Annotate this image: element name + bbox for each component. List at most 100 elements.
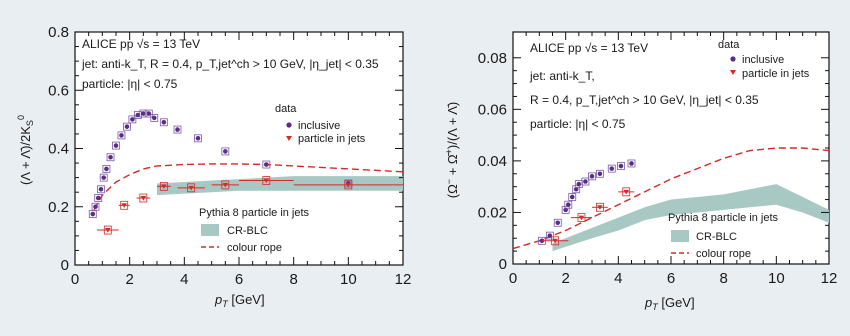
left-inclusive-syst-box [123,122,131,131]
left-inclusive-syst-box [221,147,230,156]
left-inclusive-point [195,136,201,141]
left-in-jets-syst-box [187,183,196,193]
right-inclusive-syst-box [572,185,581,194]
left-inclusive-syst-box [91,202,100,211]
left-inclusive-syst-box [150,114,159,122]
right-ann-1: ALICE pp √s = 13 TeV [530,41,648,55]
right-inclusive-point [576,181,582,187]
right-legend-data-title: data [718,39,740,51]
left-legend-in-jets-marker [286,136,292,141]
left-in-jets-point [105,228,111,233]
left-inclusive-point [101,175,106,180]
left-legend-inclusive: inclusive [298,120,340,132]
right-inclusive-point [555,220,561,226]
right-axis-ticks: 0 2 4 6 8 10 12 0 0.02 0.04 0.06 0.08 [478,32,837,287]
left-in-jets-syst-box [120,200,129,210]
left-in-jets-syst-box [159,181,168,191]
right-legend-inclusive-marker [730,56,736,62]
left-legend-inclusive-marker [286,122,292,128]
left-legend-mc-title: Pythia 8 particle in jets [199,207,310,219]
right-in-jets-syst-box [577,213,586,223]
right-inclusive-syst-box [627,159,636,168]
left-x-tick-label: 4 [180,271,188,288]
right-inclusive-point [583,179,588,184]
left-chart: 0 2 4 6 8 10 12 0 0.2 0.4 0.6 0.8 ALICE pp √s = 13 … [16,24,411,309]
left-legend-in-jets: particle in jets [298,133,366,145]
right-x-tick-label: 10 [768,270,785,287]
right-legend-rope: colour rope [696,248,751,260]
right-colour-rope-curve [512,147,830,250]
left-x-tick-label: 10 [340,271,357,288]
right-inclusive-syst-box [581,177,590,186]
left-in-jets-syst-box [262,176,271,185]
right-inclusive-syst-box [545,231,554,240]
right-legend-mc-title: Pythia 8 particle in jets [668,212,779,224]
left-x-tick-label: 0 [71,271,79,288]
left-inclusive-syst-box [94,194,103,202]
left-inclusive-point [124,124,130,129]
right-in-jets-syst-box [622,187,631,197]
left-y-tick-label: 0.8 [48,24,69,41]
left-inclusive-point [146,111,152,116]
left-inclusive-point [223,149,228,154]
right-y-tick-label: 0.02 [478,204,507,221]
left-y-tick-label: 0 [61,257,69,274]
left-x-tick-label: 6 [235,271,243,288]
right-y-tick-label: 0.04 [478,153,507,170]
right-x-tick-label: 2 [561,270,569,287]
right-data-points [538,159,636,246]
left-cr-blc-band-area [157,176,403,196]
left-inclusive-point [98,186,104,192]
right-inclusive-syst-box [564,200,573,209]
left-inclusive-syst-box [102,164,111,173]
left-ann-3: particle: |η| < 0.75 [82,77,178,91]
left-inclusive-syst-box [112,141,120,150]
left-inclusive-point [95,195,101,201]
right-inclusive-point [589,174,595,179]
left-in-jets-point [188,185,194,191]
left-colour-rope-curve [93,163,404,211]
left-inclusive-syst-box [262,160,271,169]
right-in-jets-point [597,205,603,210]
left-inclusive-point [90,211,96,217]
left-inclusive-point [113,143,119,148]
left-inclusive-syst-box [133,111,142,119]
right-colour-rope-line [512,147,830,250]
left-inclusive-syst-box [97,185,105,194]
right-inclusive-point [573,186,579,192]
left-y-tick-label: 0.6 [48,82,69,99]
left-x-tick-label: 2 [125,271,133,288]
right-inclusive-point [609,166,615,171]
right-chart: 0 2 4 6 8 10 12 0 0.02 0.04 0.06 0.08 ALICE pp √s =… [444,31,837,312]
right-y-tick-label: 0.08 [478,50,507,67]
right-in-jets-point [623,189,630,195]
left-inclusive-syst-box [194,134,202,143]
left-legend-cr-blc: CR-BLC [227,225,268,237]
right-x-tick-label: 8 [719,270,727,287]
right-inclusive-point [566,202,571,208]
right-cr-blc-band [552,184,829,252]
right-legend-in-jets-marker [730,70,736,75]
left-inclusive-point [151,115,157,121]
right-in-jets-point [578,215,585,221]
left-inclusive-point [119,133,124,138]
left-legend-cr-blc-swatch [201,224,219,236]
right-ann-4: particle: |η| < 0.75 [530,117,626,131]
left-legend-data-title: data [275,103,297,115]
left-in-jets-syst-box [139,193,148,203]
left-inclusive-syst-box [106,153,115,162]
left-in-jets-point [140,196,147,201]
right-inclusive-syst-box [561,205,570,214]
left-in-jets-syst-box [344,180,353,190]
left-y-tick-label: 0.2 [48,199,69,216]
left-y-tick-label: 0.4 [48,141,69,158]
left-x-tick-label: 8 [289,271,297,288]
right-x-axis-label: pT [GeV] [644,295,695,312]
right-legend-in-jets: particle in jets [742,68,810,80]
right-inclusive-point [629,161,634,166]
right-inclusive-syst-box [568,193,577,201]
left-in-jets-point [222,182,229,188]
left-in-jets-point [121,203,127,208]
right-inclusive-point [597,171,603,177]
left-ann-2: jet: anti-k_T, R = 0.4, p_T,jet^ch > 10 … [81,57,379,71]
